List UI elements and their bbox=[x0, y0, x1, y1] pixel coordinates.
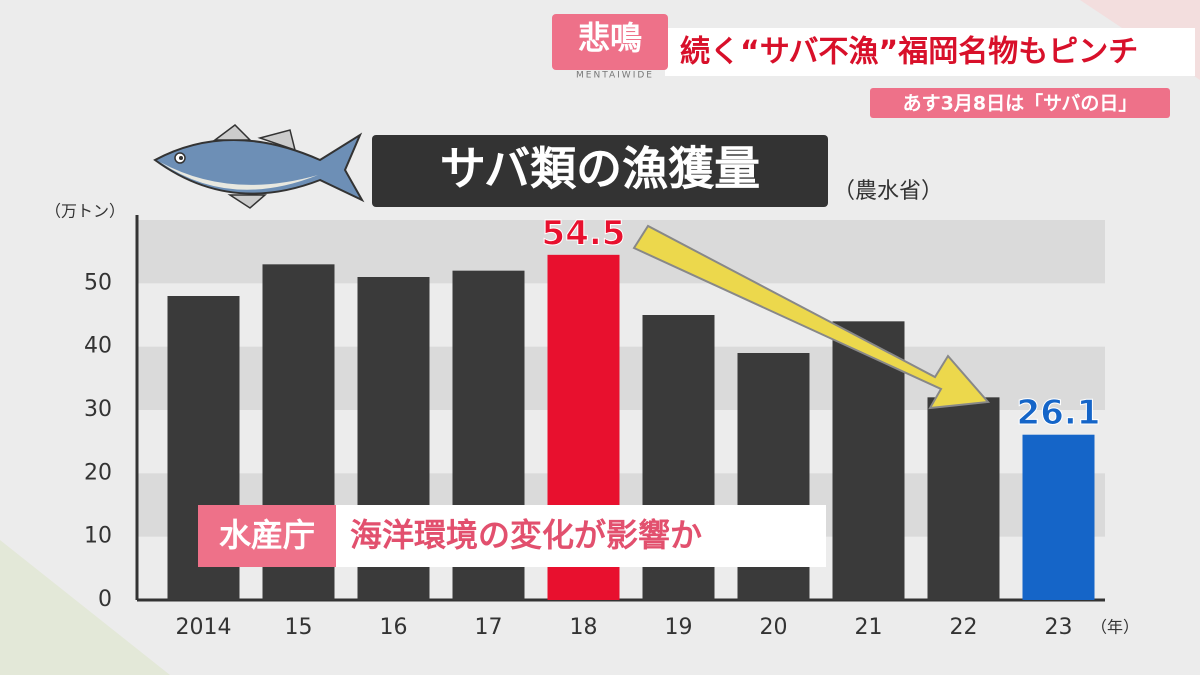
corner-decor bbox=[0, 540, 170, 675]
title-box bbox=[372, 135, 828, 207]
value-label: 54.5 bbox=[542, 213, 626, 253]
subheadline: あす3月8日は「サバの日」 bbox=[903, 92, 1138, 115]
caption-source: 水産庁 bbox=[219, 516, 315, 554]
caption-source-box bbox=[198, 505, 336, 567]
y-tick-label: 50 bbox=[84, 270, 112, 295]
tag-box bbox=[552, 14, 668, 70]
subheadline-box bbox=[870, 88, 1170, 118]
headline-box bbox=[665, 28, 1195, 76]
plot: 0 10 20 30 40 50 2014 15 16 17 18 54.5 19 20 21 22 23 26.… bbox=[84, 213, 1105, 640]
headline: 続く“サバ不漁”福岡名物もピンチ bbox=[680, 35, 1138, 70]
x-tick-label: 21 bbox=[855, 615, 883, 640]
x-tick-label: 16 bbox=[380, 615, 408, 640]
y-unit: （万トン） bbox=[45, 202, 125, 221]
x-tick-label: 15 bbox=[285, 615, 313, 640]
program: MENTAIWIDE bbox=[576, 71, 654, 81]
bar bbox=[1022, 434, 1095, 600]
chart-source: （農水省） bbox=[833, 179, 943, 204]
y-tick-label: 40 bbox=[84, 334, 112, 359]
y-tick-label: 20 bbox=[84, 460, 112, 485]
x-tick-label: 2014 bbox=[176, 615, 232, 640]
x-tick-label: 17 bbox=[475, 615, 503, 640]
tag: 悲鳴 bbox=[578, 19, 642, 57]
x-tick-label: 23 bbox=[1045, 615, 1073, 640]
x-tick-label: 19 bbox=[665, 615, 693, 640]
x-tick-label: 22 bbox=[950, 615, 978, 640]
x-tick-label: 18 bbox=[570, 615, 598, 640]
x-tick-label: 20 bbox=[760, 615, 788, 640]
fish-icon bbox=[153, 124, 365, 209]
caption-text: 海洋環境の変化が影響か bbox=[350, 516, 702, 554]
chart-title: サバ類の漁獲量 bbox=[440, 142, 760, 196]
y-tick-label: 0 bbox=[98, 587, 112, 612]
value-label: 26.1 bbox=[1017, 393, 1101, 433]
x-unit: （年） bbox=[1091, 618, 1139, 637]
trend-arrow bbox=[632, 224, 991, 410]
y-tick-label: 30 bbox=[84, 397, 112, 422]
bar bbox=[927, 397, 1000, 600]
y-tick-label: 10 bbox=[84, 524, 112, 549]
